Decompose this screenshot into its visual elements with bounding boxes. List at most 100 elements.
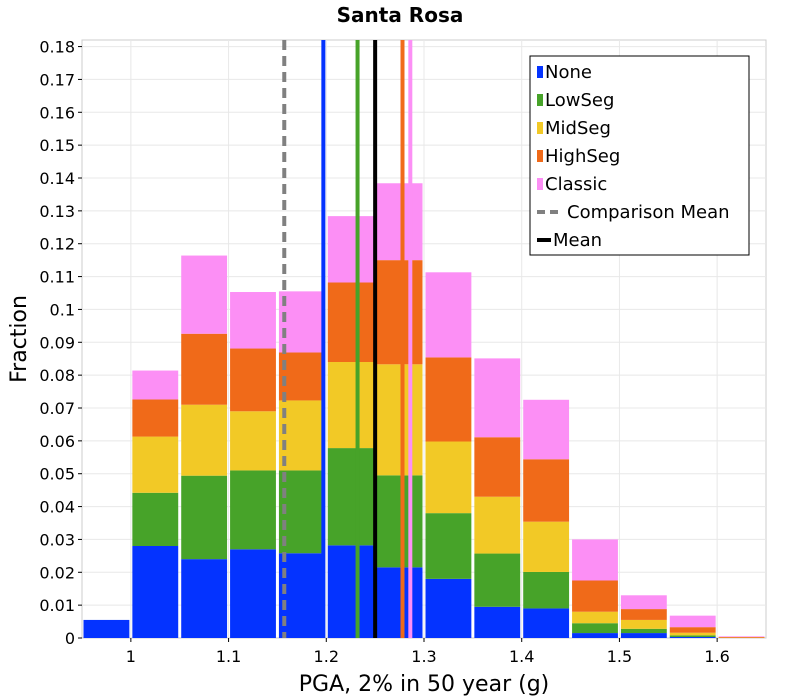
bar-lowseg [181, 475, 228, 560]
bar-classic [718, 636, 765, 638]
y-tick-label: 0.09 [39, 333, 75, 352]
bar-lowseg [132, 492, 179, 546]
bar-none [327, 545, 374, 638]
bar-classic [376, 183, 423, 261]
y-tick-label: 0.15 [39, 136, 75, 155]
y-tick-label: 0.07 [39, 399, 75, 418]
bar-highseg [718, 637, 765, 638]
bar-midseg [620, 619, 667, 629]
bar-highseg [181, 333, 228, 405]
bar-midseg [230, 411, 276, 471]
legend-label-lowseg: LowSeg [545, 90, 614, 111]
bar-highseg [572, 580, 618, 612]
y-tick-label: 0.12 [39, 235, 75, 254]
bar-classic [230, 292, 276, 349]
bar-classic [181, 255, 228, 334]
bar-midseg [132, 436, 179, 493]
y-tick-label: 0.18 [39, 38, 75, 57]
x-tick-label: 1.5 [607, 647, 632, 666]
bar-highseg [425, 357, 472, 442]
bar-midseg [376, 364, 423, 476]
bar-none [523, 608, 570, 638]
bar-midseg [474, 496, 521, 554]
bar-none [181, 559, 228, 638]
legend-swatch-none [537, 66, 543, 78]
legend-label-classic: Classic [545, 174, 607, 195]
bar-classic [425, 272, 472, 358]
bar-midseg [327, 362, 374, 449]
chart-title: Santa Rosa [337, 3, 464, 27]
bar-none [669, 637, 716, 638]
bar-highseg [230, 348, 276, 412]
x-tick-label: 1 [126, 647, 136, 666]
y-tick-label: 0.03 [39, 530, 75, 549]
bar-none [230, 549, 276, 638]
x-tick-label: 1.6 [704, 647, 729, 666]
axes: 0 0.01 0.02 0.03 0.04 0.05 0.06 0.07 0.08 0.09 0.1… [39, 38, 729, 666]
y-tick-label: 0.16 [39, 103, 75, 122]
y-tick-label: 0.08 [39, 366, 75, 385]
bar-none [474, 606, 521, 638]
bar-classic [523, 399, 570, 460]
bar-highseg [132, 399, 179, 437]
y-tick-label: 0.13 [39, 202, 75, 221]
y-tick-label: 0.14 [39, 169, 75, 188]
bar-classic [278, 291, 325, 353]
y-tick-label: 0 [65, 629, 75, 648]
bar-highseg [278, 352, 325, 401]
y-tick-label: 0.06 [39, 432, 75, 451]
bar-midseg [181, 404, 228, 476]
bar-lowseg [376, 475, 423, 568]
bar-classic [572, 539, 618, 581]
bar-lowseg [572, 623, 618, 634]
bar-highseg [327, 282, 374, 362]
bar-midseg [425, 441, 472, 514]
legend-box [529, 55, 750, 256]
bar-lowseg [620, 628, 667, 634]
y-tick-label: 0.02 [39, 563, 75, 582]
y-tick-label: 0.04 [39, 498, 75, 517]
x-tick-label: 1.4 [509, 647, 534, 666]
bar-none [572, 633, 618, 638]
legend-label-midseg: MidSeg [545, 118, 611, 139]
legend-swatch-lowseg [537, 94, 543, 106]
bars [83, 183, 765, 638]
y-tick-label: 0.05 [39, 465, 75, 484]
mean-lines [282, 40, 413, 638]
bar-none [83, 619, 130, 638]
bar-highseg [620, 609, 667, 620]
bar-classic [474, 358, 521, 438]
legend-swatch-midseg [537, 122, 543, 134]
bar-midseg [523, 521, 570, 572]
bar-none [278, 553, 325, 638]
bar-lowseg [425, 513, 472, 579]
bar-classic [620, 595, 667, 610]
legend-label-highseg: HighSeg [545, 146, 620, 167]
x-axis-title: PGA, 2% in 50 year (g) [299, 672, 550, 697]
bar-lowseg [474, 553, 521, 607]
x-tick-label: 1.1 [216, 647, 241, 666]
legend-swatch-highseg [537, 150, 543, 162]
x-tick-label: 1.3 [411, 647, 436, 666]
y-tick-label: 0.17 [39, 70, 75, 89]
bar-highseg [474, 437, 521, 497]
bar-classic [327, 216, 374, 283]
legend-label-none: None [545, 62, 592, 83]
bar-lowseg [327, 448, 374, 546]
bar-classic [669, 615, 716, 628]
bar-midseg [669, 632, 716, 636]
bar-highseg [523, 459, 570, 522]
bar-none [132, 546, 179, 638]
bar-lowseg [523, 571, 570, 609]
legend-swatch-classic [537, 178, 543, 190]
bar-none [376, 567, 423, 638]
bar-highseg [669, 627, 716, 633]
bar-midseg [572, 611, 618, 624]
bar-classic [132, 370, 179, 400]
y-tick-label: 0.11 [39, 268, 75, 287]
y-tick-label: 0.01 [39, 596, 75, 615]
y-tick-label: 0.1 [50, 300, 75, 319]
legend-label-comparison-mean: Comparison Mean [567, 202, 730, 223]
bar-lowseg [230, 470, 276, 550]
